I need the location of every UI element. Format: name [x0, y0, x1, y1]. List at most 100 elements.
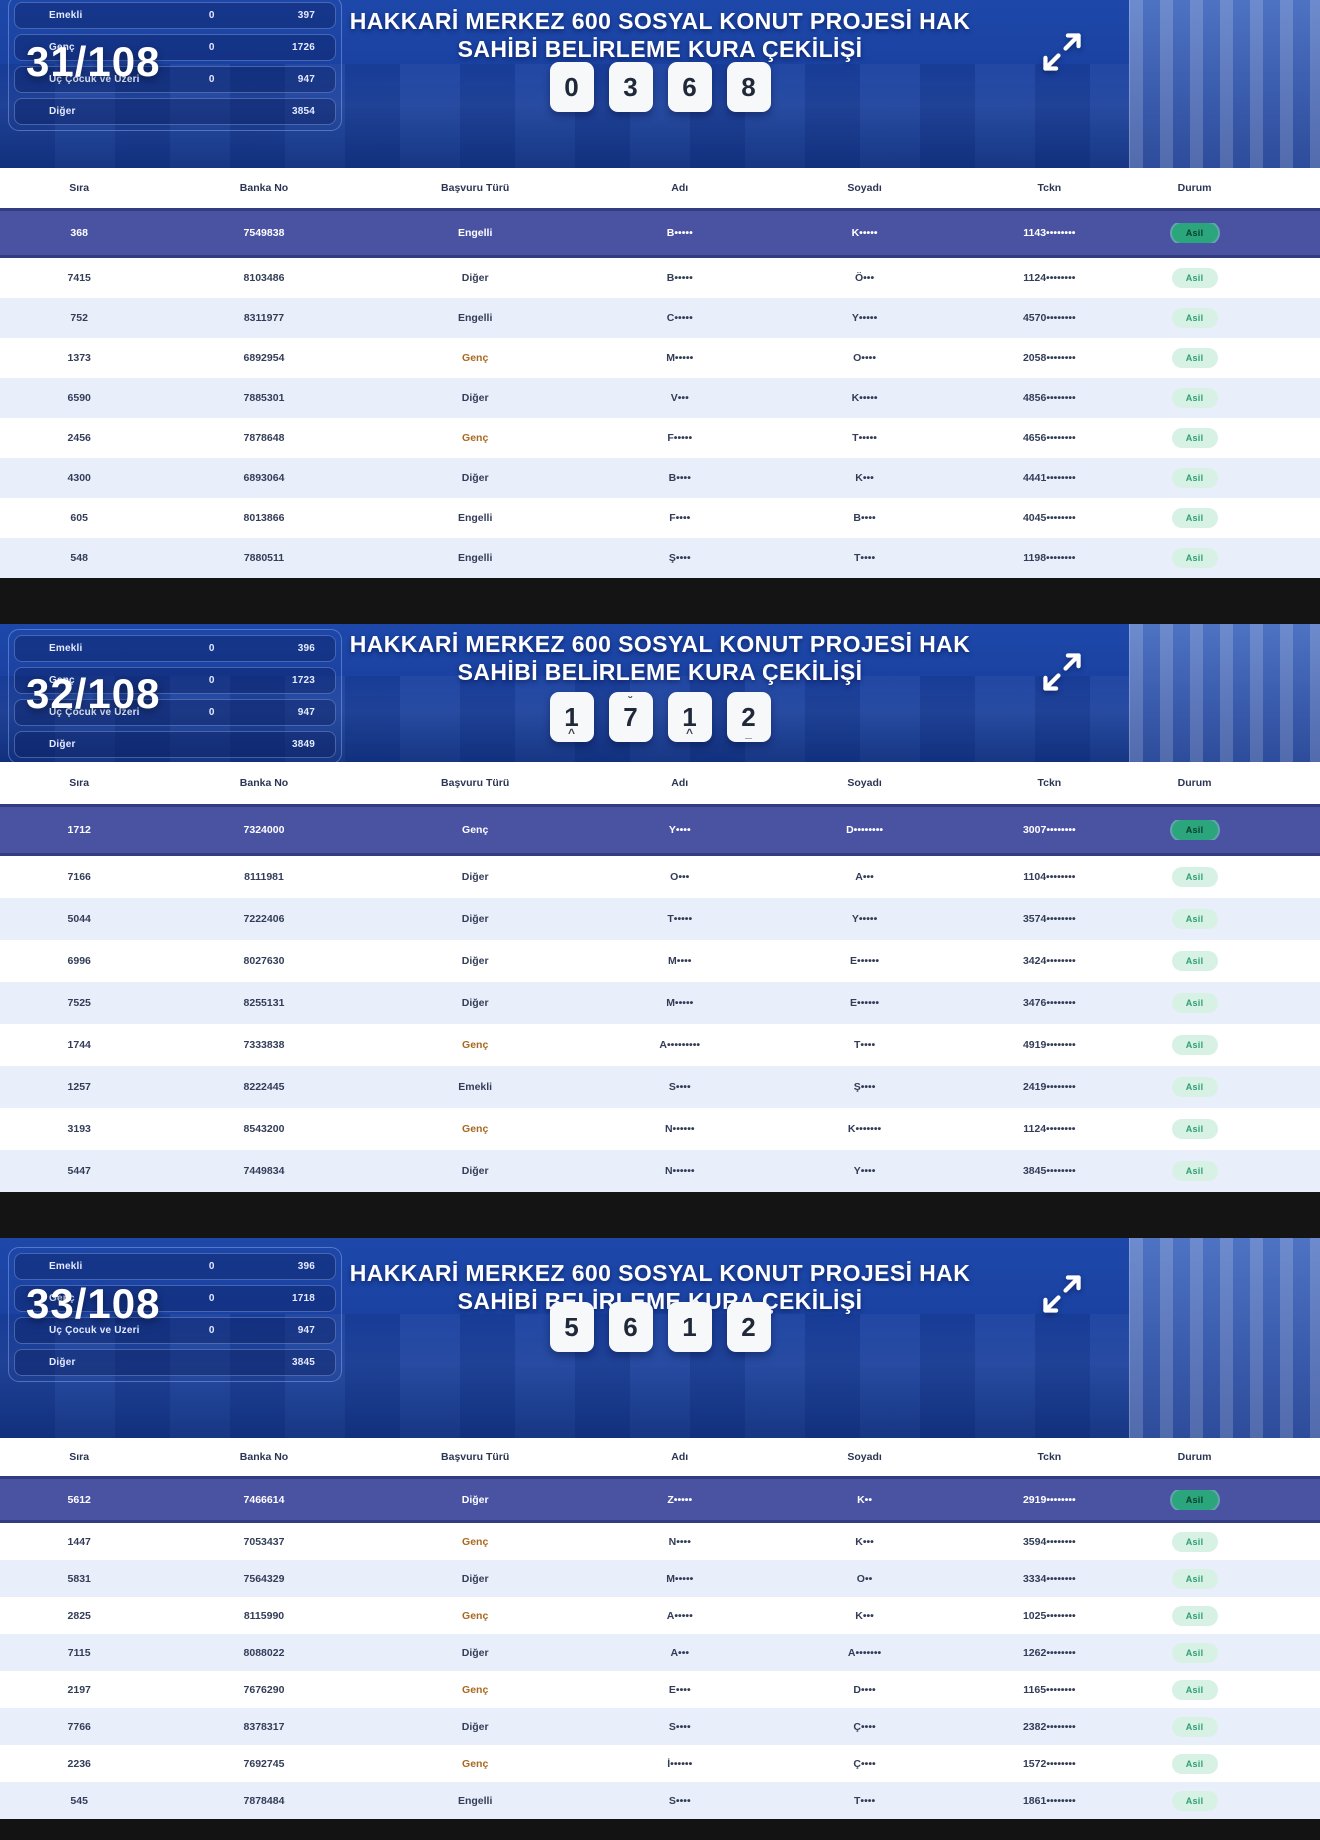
cell-tckn: 2419•••••••• [1022, 1081, 1076, 1093]
cell-basvuru-turu: Engelli [457, 312, 493, 324]
status-badge: Asil [1171, 867, 1218, 887]
cell-tckn: 4570•••••••• [1022, 312, 1076, 324]
cell-banka-no: 8013866 [243, 512, 285, 524]
cell-basvuru-turu: Diğer [461, 997, 489, 1009]
status-badge: Asil [1171, 308, 1218, 328]
cell-durum: Asil [1148, 223, 1240, 243]
column-header: Banka No [239, 1451, 289, 1463]
cell-sira: 752 [70, 312, 88, 324]
cell-sira: 368 [70, 227, 88, 239]
table-row: 752 8311977 Engelli C••••• Y••••• 4570•••••••… [0, 298, 1320, 338]
cell-tckn: 1025•••••••• [1022, 1609, 1076, 1622]
cell-tckn: 2058•••••••• [1022, 352, 1076, 364]
section-separator-band [0, 578, 1320, 624]
status-badge: Asil [1171, 508, 1218, 528]
cell-soyadi: T•••• [854, 1039, 876, 1051]
table-row: 545 7878484 Engelli S•••• T•••• 1861•••••••• A… [0, 1782, 1320, 1819]
status-badge: Asil [1171, 993, 1218, 1013]
column-header: Adı [671, 182, 689, 194]
cell-adi: F••••• [667, 432, 693, 444]
number-tile: 6 [667, 62, 712, 112]
number-tile: 2 _ [726, 692, 771, 742]
cell-adi: M••••• [666, 997, 694, 1009]
tile-digit: 2 [741, 702, 756, 732]
cell-tckn: 3007•••••••• [1022, 824, 1076, 836]
cell-tckn: 1262•••••••• [1022, 1646, 1076, 1659]
cell-banka-no: 8088022 [243, 1646, 285, 1659]
stat-label: Diğer [49, 1357, 76, 1368]
table-row: 6590 7885301 Diğer V••• K••••• 4856•••••••• As… [0, 378, 1320, 418]
page-counter: 33/108 [26, 1280, 161, 1327]
status-badge: Asil [1171, 1568, 1218, 1589]
cell-tckn: 4656•••••••• [1022, 432, 1076, 444]
stat-total: 3854 [291, 106, 315, 117]
expand-icon[interactable] [1036, 26, 1088, 78]
cell-soyadi: D•••• [853, 1683, 876, 1696]
table-row: 7115 8088022 Diğer A••• A••••••• 1262••••••••… [0, 1634, 1320, 1671]
number-tile: 5 [549, 1302, 594, 1352]
cell-banka-no: 7676290 [243, 1683, 285, 1696]
cell-adi: C••••• [666, 312, 693, 324]
cell-adi: A••••••••• [659, 1039, 701, 1051]
number-tile: 0 [549, 62, 594, 112]
cell-sira: 1373 [67, 352, 91, 364]
expand-icon[interactable] [1036, 1268, 1088, 1320]
column-header: Adı [671, 1451, 689, 1463]
table-row: 7525 8255131 Diğer M••••• E•••••• 3476•••••••… [0, 982, 1320, 1024]
stats-panel: Emekli 0 396 Genç 0 1718 Üç Çocuk ve Üzeri 0 947… [8, 1247, 342, 1382]
cell-banka-no: 7222406 [243, 913, 285, 925]
header-photo-strip [1129, 624, 1320, 762]
cell-basvuru-turu: Genç [462, 1609, 489, 1622]
status-badge: Asil [1171, 1790, 1218, 1811]
table-row: 1257 8222445 Emekli S•••• Ş•••• 2419•••••••• A… [0, 1066, 1320, 1108]
cell-adi: E•••• [668, 1683, 691, 1696]
cell-tckn: 1165•••••••• [1023, 1683, 1076, 1696]
column-header: Sıra [69, 182, 90, 194]
cell-durum: Asil [1148, 1077, 1240, 1097]
cell-soyadi: E•••••• [850, 955, 880, 967]
expand-icon[interactable] [1036, 646, 1088, 698]
cell-adi: N•••••• [664, 1165, 695, 1177]
status-badge: Asil [1171, 1753, 1218, 1774]
status-badge: Asil [1171, 388, 1218, 408]
cell-durum: Asil [1148, 1679, 1240, 1700]
tile-digit: 3 [623, 72, 638, 102]
cell-soyadi: O•••• [853, 352, 876, 364]
status-badge: Asil [1171, 820, 1218, 840]
cell-adi: İ•••••• [667, 1757, 693, 1770]
cell-soyadi: A••••••• [847, 1646, 882, 1659]
cell-banka-no: 8543200 [243, 1123, 285, 1135]
cell-durum: Asil [1148, 1035, 1240, 1055]
results-table: Sıra Banka No Başvuru Türü Adı Soyadı Tckn Dur… [0, 1438, 1320, 1819]
cell-basvuru-turu: Genç [462, 1123, 489, 1135]
column-header: Başvuru Türü [441, 777, 510, 789]
table-row: 548 7880511 Engelli Ş•••• T•••• 1198•••••••• A… [0, 538, 1320, 578]
column-header: Durum [1177, 777, 1212, 789]
cell-banka-no: 7692745 [243, 1757, 285, 1770]
cell-tckn: 4441•••••••• [1022, 472, 1076, 484]
status-badge: Asil [1171, 1119, 1218, 1139]
stats-row: Genç 0 1723 [14, 667, 336, 694]
tile-digit: 6 [623, 1312, 638, 1342]
number-tile: 2 [726, 1302, 771, 1352]
cell-soyadi: T••••• [852, 432, 877, 444]
tile-digit: 1 [682, 1312, 697, 1342]
table-row: 5831 7564329 Diğer M••••• O•• 3334•••••••• Asi… [0, 1560, 1320, 1597]
cell-sira: 7766 [67, 1720, 91, 1733]
cell-adi: M••••• [666, 352, 694, 364]
cell-tckn: 2919•••••••• [1022, 1493, 1076, 1506]
stat-total: 1718 [291, 1293, 315, 1304]
section-separator-band [0, 1192, 1320, 1238]
table-row: 1744 7333838 Genç A••••••••• T•••• 4919••••••… [0, 1024, 1320, 1066]
cell-sira: 1257 [67, 1081, 91, 1093]
cell-sira: 605 [70, 512, 88, 524]
status-badge: Asil [1171, 1642, 1218, 1663]
column-header: Tckn [1037, 182, 1062, 194]
number-tile: 1 [667, 1302, 712, 1352]
cell-tckn: 1861•••••••• [1022, 1794, 1076, 1807]
stats-row: Genç 0 1726 [14, 34, 336, 61]
column-header: Tckn [1037, 1451, 1062, 1463]
table-row: 6996 8027630 Diğer M•••• E•••••• 3424••••••••… [0, 940, 1320, 982]
number-tile: 8 [726, 62, 771, 112]
